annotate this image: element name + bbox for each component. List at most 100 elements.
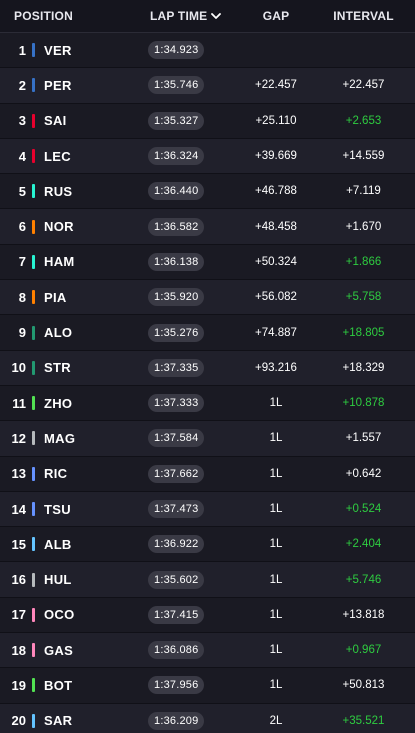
position-number: 15	[11, 536, 26, 552]
team-color-bar	[32, 572, 35, 587]
gap-value: +48.458	[255, 220, 297, 233]
table-row[interactable]: 8 PIA 1:35.920 +56.082 +5.758	[0, 280, 415, 316]
team-color-bar	[32, 78, 35, 93]
table-row[interactable]: 11 ZHO 1:37.333 1L +10.878	[0, 385, 415, 422]
driver-code: RIC	[44, 466, 68, 482]
position-number: 19	[11, 677, 26, 693]
gap-value: 2L	[269, 714, 283, 727]
driver-code: HUL	[44, 572, 72, 588]
table-row[interactable]: 5 RUS 1:36.440 +46.788 +7.119	[0, 174, 415, 210]
gap-value: +22.457	[255, 79, 297, 92]
driver-rows: 1 VER 1:34.923 2 PER 1:35.746 +22.457 +22.457 3 S…	[0, 33, 415, 733]
lap-time-cell: 1:37.584	[148, 429, 240, 448]
table-row[interactable]: 17 OCO 1:37.415 1L +13.818	[0, 597, 415, 634]
table-row[interactable]: 15 ALB 1:36.922 1L +2.404	[0, 527, 415, 563]
driver-code: ZHO	[44, 395, 73, 411]
table-row[interactable]: 9 ALO 1:35.276 +74.887 +18.805	[0, 315, 415, 351]
gap-value: +25.110	[255, 114, 297, 127]
team-color-bar	[32, 219, 35, 234]
interval-value: +0.967	[345, 644, 382, 657]
table-row[interactable]: 4 LEC 1:36.324 +39.669 +14.559	[0, 138, 415, 175]
position-number: 9	[18, 325, 26, 341]
lap-time-cell: 1:37.473	[148, 500, 240, 518]
table-row[interactable]: 10 STR 1:37.335 +93.216 +18.329	[0, 350, 415, 386]
driver-code: VER	[44, 42, 72, 58]
interval-value: +13.818	[342, 608, 385, 621]
table-row[interactable]: 12 MAG 1:37.584 1L +1.557	[0, 421, 415, 457]
table-row[interactable]: 6 NOR 1:36.582 +48.458 +1.670	[0, 209, 415, 245]
table-row[interactable]: 16 HUL 1:35.602 1L +5.746	[0, 562, 415, 598]
driver-code: HAM	[44, 254, 75, 270]
lap-time-badge: 1:37.662	[148, 464, 205, 483]
table-row[interactable]: 7 HAM 1:36.138 +50.324 +1.866	[0, 244, 415, 281]
table-row[interactable]: 3 SAI 1:35.327 +25.110 +2.653	[0, 103, 415, 139]
table-row[interactable]: 18 GAS 1:36.086 1L +0.967	[0, 633, 415, 669]
interval-value: +0.642	[345, 467, 382, 480]
driver-code: TSU	[44, 501, 71, 517]
gap-value: +93.216	[255, 361, 297, 374]
lap-time-cell: 1:37.333	[148, 394, 240, 413]
lap-time-cell: 1:36.086	[148, 641, 240, 660]
lap-time-cell: 1:36.324	[148, 147, 240, 166]
position-number: 17	[11, 607, 26, 623]
interval-value: +18.805	[342, 326, 385, 339]
driver-code: MAG	[44, 430, 76, 446]
header-position[interactable]: POSITION	[14, 9, 73, 23]
driver-code: OCO	[44, 607, 75, 623]
gap-value: 1L	[269, 608, 283, 621]
interval-value: +35.521	[342, 714, 385, 727]
position-number: 10	[11, 360, 26, 376]
position-number: 16	[11, 572, 26, 588]
lap-time-badge: 1:36.138	[148, 252, 205, 271]
team-color-bar	[32, 43, 35, 58]
driver-code: ALO	[44, 325, 73, 341]
lap-time-cell: 1:35.746	[148, 76, 240, 95]
lap-time-cell: 1:36.582	[148, 217, 240, 236]
table-row[interactable]: 20 SAR 1:36.209 2L +35.521	[0, 703, 415, 733]
lap-time-badge: 1:37.473	[148, 500, 205, 518]
position-number: 14	[11, 501, 26, 517]
team-color-bar	[32, 502, 35, 516]
team-color-bar	[32, 290, 35, 305]
table-row[interactable]: 2 PER 1:35.746 +22.457 +22.457	[0, 68, 415, 104]
header-lap-time-sort[interactable]: LAP TIME	[148, 9, 240, 23]
table-header: POSITION LAP TIME GAP INTERVAL	[0, 0, 415, 33]
team-color-bar	[32, 643, 35, 658]
position-number: 11	[12, 395, 26, 411]
driver-code: STR	[44, 360, 71, 376]
gap-value: +74.887	[255, 326, 297, 339]
table-row[interactable]: 1 VER 1:34.923	[0, 33, 415, 69]
interval-value: +14.559	[342, 150, 385, 163]
gap-value: 1L	[269, 538, 283, 551]
gap-value: 1L	[269, 397, 283, 410]
lap-time-badge: 1:37.335	[148, 358, 205, 377]
position-number: 4	[18, 148, 26, 164]
position-number: 12	[11, 430, 26, 446]
lap-time-cell: 1:37.335	[148, 358, 240, 377]
gap-value: 1L	[269, 679, 283, 692]
team-color-bar	[32, 184, 35, 199]
driver-code: BOT	[44, 677, 73, 693]
team-color-bar	[32, 254, 35, 269]
gap-value: +46.788	[255, 185, 297, 198]
lap-time-badge: 1:36.324	[148, 147, 205, 166]
lap-time-badge: 1:34.923	[148, 41, 205, 60]
lap-time-cell: 1:36.138	[148, 252, 240, 271]
lap-time-badge: 1:35.276	[148, 323, 205, 342]
lap-time-cell: 1:36.922	[148, 535, 240, 554]
position-number: 6	[18, 219, 26, 235]
interval-value: +7.119	[346, 185, 381, 198]
team-color-bar	[32, 325, 35, 340]
header-interval[interactable]: INTERVAL	[333, 9, 394, 23]
gap-value: 1L	[269, 644, 283, 657]
table-row[interactable]: 19 BOT 1:37.956 1L +50.813	[0, 668, 415, 704]
lap-time-cell: 1:36.440	[148, 182, 240, 201]
interval-value: +2.404	[345, 538, 382, 551]
position-number: 7	[18, 254, 26, 270]
gap-value: +39.669	[255, 150, 297, 163]
position-number: 20	[11, 713, 26, 729]
table-row[interactable]: 14 TSU 1:37.473 1L +0.524	[0, 491, 415, 528]
header-gap[interactable]: GAP	[262, 9, 290, 23]
chevron-down-icon	[211, 13, 222, 19]
table-row[interactable]: 13 RIC 1:37.662 1L +0.642	[0, 456, 415, 492]
